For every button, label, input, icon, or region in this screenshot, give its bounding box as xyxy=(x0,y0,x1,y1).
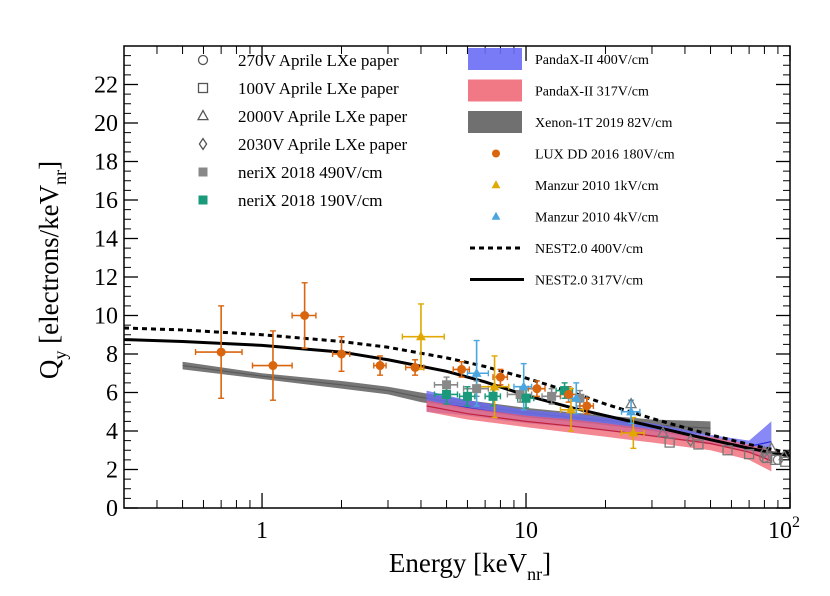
legend-label: neriX 2018 190V/cm xyxy=(238,191,382,210)
y-tick-label: 8 xyxy=(106,342,118,368)
ticks-layer: 0 2 4 6 8 10 12 14 16 18 20 22 1 10 102 xyxy=(94,46,800,544)
point-aprile2000 xyxy=(656,426,669,438)
point-aprile2030 xyxy=(760,445,769,459)
legend-marker xyxy=(197,82,209,94)
legend-label: 2030V Aprile LXe paper xyxy=(238,135,408,154)
point-aprile100 xyxy=(664,437,675,448)
point-luxdd xyxy=(216,347,226,357)
point-manzur4 xyxy=(471,367,482,377)
legend-marker xyxy=(198,167,208,177)
point-nerix490 xyxy=(442,380,452,390)
point-luxdd xyxy=(410,362,420,372)
y-tick-label: 20 xyxy=(94,111,118,137)
legend-box xyxy=(468,79,522,102)
legend-label: NEST2.0 400V/cm xyxy=(535,242,643,257)
legend-label: Manzur 2010 1kV/cm xyxy=(535,179,659,194)
legend-marker xyxy=(491,211,501,220)
point-luxdd xyxy=(300,311,310,320)
legend-marker xyxy=(197,54,209,66)
x-axis-title: Energy [keVnr] xyxy=(389,548,551,584)
legend-marker xyxy=(492,149,500,158)
y-tick-label: 14 xyxy=(94,227,118,253)
legend-label: Manzur 2010 4kV/cm xyxy=(535,211,659,226)
legend-marker xyxy=(491,180,501,189)
point-manzur1 xyxy=(416,331,426,341)
y-axis-title: Qy [electrons/keVnr] xyxy=(34,161,70,379)
points-layer xyxy=(216,311,791,467)
legend-label: NEST2.0 317V/cm xyxy=(535,274,643,289)
legend-marker xyxy=(196,109,210,121)
point-nerix490 xyxy=(515,389,525,399)
legend-label: neriX 2018 490V/cm xyxy=(238,163,382,182)
lines-layer xyxy=(123,326,791,458)
line-nest317 xyxy=(123,338,791,458)
point-luxdd xyxy=(582,401,592,411)
point-nerix490 xyxy=(547,391,557,401)
band-center-pandax317 xyxy=(426,405,772,462)
legend-box xyxy=(468,111,522,133)
point-nerix190 xyxy=(488,391,498,401)
point-manzur1 xyxy=(566,404,576,414)
point-nerix490 xyxy=(472,384,482,394)
legend-label: 270V Aprile LXe paper xyxy=(238,51,399,70)
point-manzur4 xyxy=(518,381,529,391)
legend-label: 2000V Aprile LXe paper xyxy=(238,107,408,126)
point-luxdd xyxy=(495,372,505,382)
y-tick-label: 2 xyxy=(106,458,118,484)
point-aprile100 xyxy=(743,448,755,460)
legend-marker xyxy=(198,195,208,205)
point-luxdd xyxy=(336,349,346,359)
point-luxdd xyxy=(375,361,385,371)
y-tick-label: 22 xyxy=(94,73,118,99)
point-nerix190 xyxy=(442,389,452,399)
line-nest400 xyxy=(123,326,791,455)
point-luxdd xyxy=(532,384,542,394)
legend: 270V Aprile LXe paper 100V Aprile LXe pap… xyxy=(196,48,675,289)
legend-marker xyxy=(198,137,208,151)
point-nerix190 xyxy=(560,386,570,396)
y-tick-label: 16 xyxy=(94,188,118,214)
point-manzur4 xyxy=(626,406,637,416)
point-luxdd xyxy=(564,389,574,399)
legend-label: Xenon-1T 2019 82V/cm xyxy=(535,116,672,131)
legend-label: PandaX-II 400V/cm xyxy=(535,53,649,68)
point-nerix190 xyxy=(521,393,531,403)
point-luxdd xyxy=(457,364,467,374)
band-pandax317 xyxy=(426,400,772,472)
y-tick-label: 10 xyxy=(94,304,118,330)
y-tick-label: 4 xyxy=(106,419,118,445)
x-tick-label: 1 xyxy=(256,518,268,544)
y-tick-label: 18 xyxy=(94,150,118,176)
y-tick-label: 0 xyxy=(106,496,118,522)
point-aprile2000 xyxy=(765,441,778,453)
y-tick-label: 12 xyxy=(94,265,118,291)
legend-label: LUX DD 2016 180V/cm xyxy=(535,148,675,163)
point-nerix190 xyxy=(462,391,472,401)
point-luxdd xyxy=(268,361,278,371)
point-aprile2030 xyxy=(686,434,695,448)
legend-box xyxy=(468,48,522,70)
legend-label: PandaX-II 317V/cm xyxy=(535,85,649,100)
point-manzur1 xyxy=(489,381,500,391)
point-aprile100 xyxy=(722,445,733,456)
x-tick-label: 10 xyxy=(514,518,538,544)
point-aprile100 xyxy=(693,439,704,450)
legend-label: 100V Aprile LXe paper xyxy=(238,79,399,98)
point-manzur1 xyxy=(628,427,639,437)
x-tick-label: 102 xyxy=(768,514,800,544)
point-manzur4 xyxy=(571,392,582,402)
y-tick-label: 6 xyxy=(106,381,118,407)
point-nerix490 xyxy=(575,393,585,403)
